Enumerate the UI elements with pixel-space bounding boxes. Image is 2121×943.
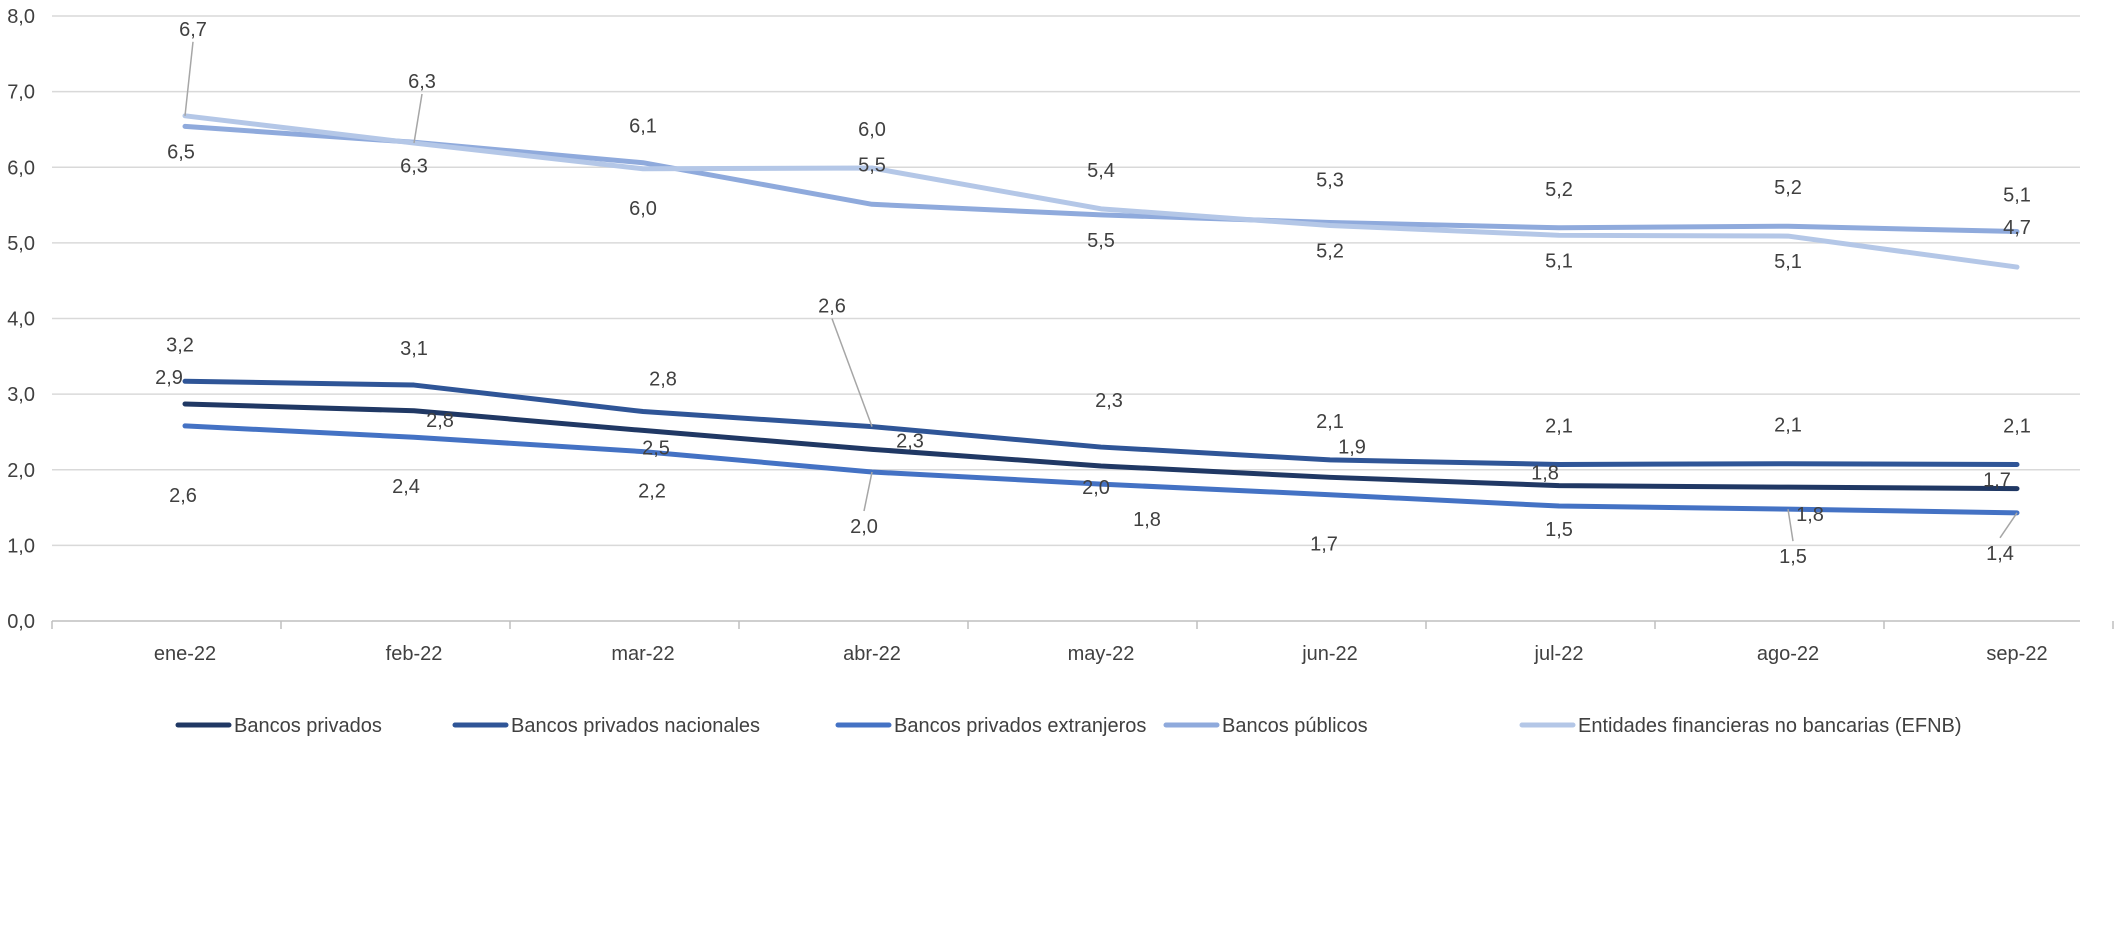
- data-label: 2,8: [426, 410, 454, 432]
- x-tick-label: ene-22: [154, 643, 216, 665]
- y-tick-label: 6,0: [7, 157, 35, 179]
- x-tick-label: abr-22: [843, 643, 901, 665]
- leader-line: [1999, 512, 2018, 539]
- data-label: 5,1: [1774, 251, 1802, 273]
- data-label: 6,3: [400, 155, 428, 177]
- y-tick-label: 1,0: [7, 535, 35, 557]
- legend-label: Bancos privados nacionales: [511, 715, 760, 737]
- data-label: 2,3: [1095, 390, 1123, 412]
- data-label: 1,5: [1545, 519, 1573, 541]
- data-label: 2,0: [850, 516, 878, 538]
- legend-label: Bancos privados: [234, 715, 382, 737]
- data-label: 5,2: [1774, 177, 1802, 199]
- y-tick-label: 7,0: [7, 82, 35, 104]
- x-tick-label: sep-22: [1986, 643, 2047, 665]
- x-tick-label: jul-22: [1534, 643, 1584, 665]
- data-label: 1,7: [1310, 534, 1338, 556]
- x-tick-label: may-22: [1068, 643, 1135, 665]
- data-label: 2,8: [649, 369, 677, 391]
- data-label: 6,0: [858, 119, 886, 141]
- series-line: [182, 113, 2020, 270]
- data-label: 1,5: [1779, 546, 1807, 568]
- data-label: 6,7: [179, 19, 207, 41]
- data-label: 2,9: [155, 367, 183, 389]
- data-label: 2,0: [1082, 477, 1110, 499]
- data-label: 2,1: [1545, 415, 1573, 437]
- data-label: 5,4: [1087, 160, 1115, 182]
- data-label: 1,8: [1796, 504, 1824, 526]
- data-label: 5,2: [1316, 240, 1344, 262]
- data-label: 5,2: [1545, 179, 1573, 201]
- y-tick-label: 4,0: [7, 309, 35, 331]
- leader-line: [1787, 508, 1794, 542]
- data-label: 5,3: [1316, 169, 1344, 191]
- data-label: 1,9: [1338, 436, 1366, 458]
- y-tick-label: 3,0: [7, 384, 35, 406]
- series-line: [182, 123, 2020, 235]
- y-tick-label: 8,0: [7, 6, 35, 28]
- data-label: 3,2: [166, 334, 194, 356]
- data-label: 5,1: [1545, 250, 1573, 272]
- data-label: 5,5: [1087, 230, 1115, 252]
- data-label: 6,5: [167, 141, 195, 163]
- data-label: 2,2: [638, 481, 666, 503]
- leader-line: [184, 41, 194, 116]
- data-label: 6,1: [629, 116, 657, 138]
- data-label: 2,6: [169, 485, 197, 507]
- leader-line: [831, 318, 873, 427]
- data-label: 1,8: [1531, 463, 1559, 485]
- data-label: 6,0: [629, 198, 657, 220]
- data-label: 5,1: [2003, 185, 2031, 207]
- data-label: 2,1: [1774, 415, 1802, 437]
- data-label: 1,8: [1133, 509, 1161, 531]
- data-label: 2,3: [896, 430, 924, 452]
- legend-label: Entidades financieras no bancarias (EFNB…: [1578, 715, 1962, 737]
- x-tick-label: jun-22: [1301, 643, 1358, 665]
- y-tick-label: 5,0: [7, 233, 35, 255]
- data-label: 2,1: [1316, 411, 1344, 433]
- y-tick-label: 0,0: [7, 611, 35, 633]
- data-label: 1,4: [1986, 543, 2014, 565]
- series-line: [182, 423, 2020, 516]
- data-label: 2,1: [2003, 415, 2031, 437]
- x-tick-label: feb-22: [386, 643, 443, 665]
- series-line: [182, 378, 2020, 467]
- leader-line: [863, 471, 873, 512]
- y-tick-label: 2,0: [7, 460, 35, 482]
- legend-label: Bancos privados extranjeros: [894, 715, 1146, 737]
- data-label: 1,7: [1983, 470, 2011, 492]
- data-label: 4,7: [2003, 217, 2031, 239]
- x-tick-label: mar-22: [611, 643, 674, 665]
- series-line: [182, 401, 2020, 492]
- data-label: 6,3: [408, 71, 436, 93]
- data-label: 2,6: [818, 296, 846, 318]
- leader-line: [413, 93, 423, 144]
- data-label: 5,5: [858, 154, 886, 176]
- x-tick-label: ago-22: [1757, 643, 1819, 665]
- data-label: 3,1: [400, 338, 428, 360]
- data-label: 2,5: [642, 437, 670, 459]
- data-label: 2,4: [392, 476, 420, 498]
- legend-label: Bancos públicos: [1222, 715, 1368, 737]
